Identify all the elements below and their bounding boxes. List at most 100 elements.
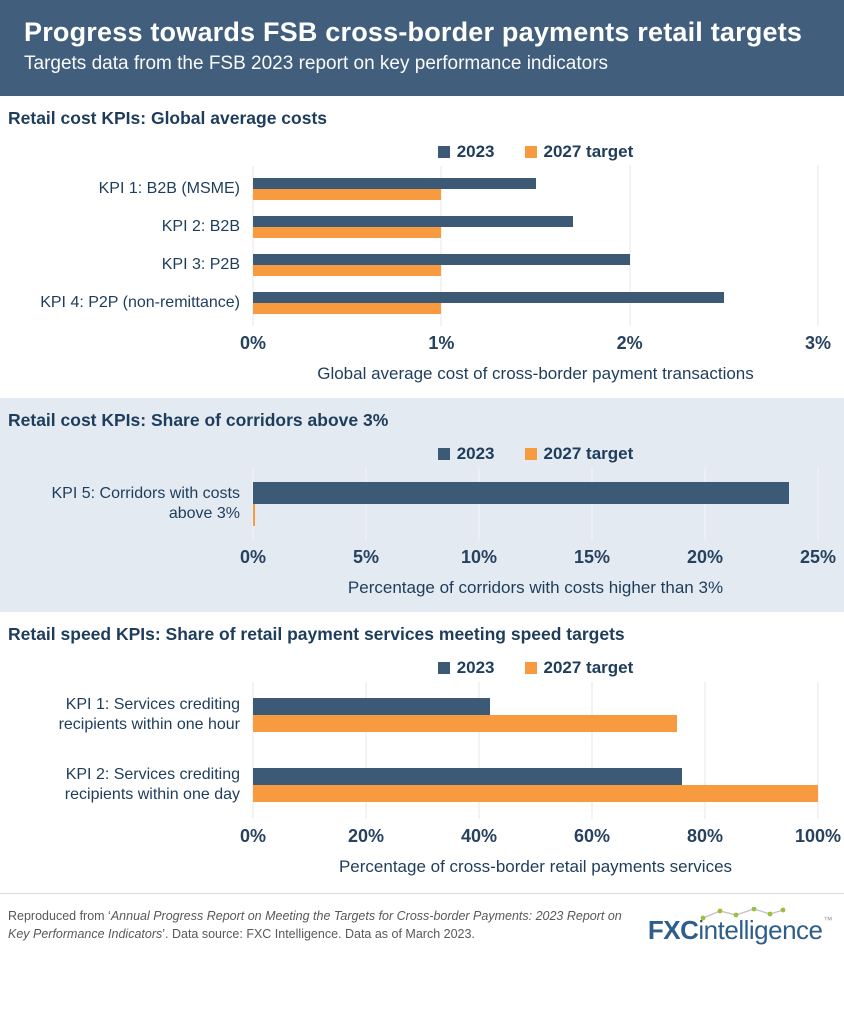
x-tick-label: 1% — [428, 333, 455, 353]
bar-2027-target — [253, 189, 442, 200]
gridline — [478, 468, 480, 540]
x-tick-label: 10% — [460, 547, 498, 567]
source-note-prefix: Reproduced from ‘ — [8, 908, 111, 923]
section-corridors-above-3pct: Retail cost KPIs: Share of corridors abo… — [0, 398, 844, 612]
bar-chart-speed: KPI 1: Services crediting recipients wit… — [8, 682, 841, 851]
infographic: Progress towards FSB cross-border paymen… — [0, 0, 844, 945]
bar-2027-target — [253, 265, 442, 276]
bar-chart-corridors: KPI 5: Corridors with costs above 3% 0% 5%… — [8, 468, 836, 572]
chart-row: KPI 4: P2P (non-remittance) — [8, 292, 818, 314]
logo-sparkline-icon — [700, 906, 786, 921]
x-tick-label: 20% — [686, 547, 724, 567]
x-axis-title: Global average cost of cross-border paym… — [317, 364, 754, 383]
chart-row: KPI 5: Corridors with costs above 3% — [8, 482, 818, 526]
bar-group — [253, 292, 818, 314]
x-axis: 0% 1% 2% 3% — [240, 326, 831, 358]
legend-item-2023: 2023 — [437, 142, 495, 162]
gridline — [629, 166, 631, 326]
x-tick-label: 40% — [460, 825, 498, 846]
x-tick-label: 5% — [352, 547, 380, 567]
chart-legend: 2023 2027 target — [253, 142, 818, 162]
x-tick-label: 0% — [239, 333, 267, 353]
section-heading: Retail speed KPIs: Share of retail payme… — [8, 624, 625, 644]
gridline — [252, 166, 254, 326]
logo-fxc: FXC — [647, 914, 699, 945]
gridline — [252, 682, 254, 819]
bar-group — [253, 768, 818, 803]
legend-swatch-2027-target — [524, 448, 537, 460]
grid-layer — [252, 682, 819, 819]
x-tick-label: 0% — [239, 825, 267, 846]
legend-swatch-2027-target — [524, 662, 537, 674]
legend-label-2027-target: 2027 target — [543, 444, 634, 463]
page-title: Progress towards FSB cross-border paymen… — [24, 17, 803, 47]
x-tick-label: 25% — [799, 547, 837, 567]
chart-row: KPI 2: B2B — [8, 216, 818, 238]
bar-2023 — [253, 216, 574, 227]
legend-label-2027-target: 2027 target — [543, 658, 634, 677]
gridline — [591, 682, 593, 819]
logo-text: FXCintelligence™ — [647, 914, 833, 945]
section-retail-speed: Retail speed KPIs: Share of retail payme… — [0, 612, 844, 891]
x-axis: 0% 20% 40% 60% 80% 100% — [240, 819, 841, 851]
page-subtitle: Targets data from the FSB 2023 report on… — [24, 53, 609, 74]
bar-2023 — [253, 482, 789, 504]
grid-layer — [252, 166, 819, 326]
chart-legend: 2023 2027 target — [253, 658, 818, 678]
bar-2027-target — [253, 785, 818, 803]
gridline — [478, 682, 480, 819]
legend-swatch-2023 — [437, 146, 450, 158]
logo-trademark: ™ — [823, 914, 833, 925]
bar-group — [253, 178, 818, 200]
category-label: KPI 2: Services crediting recipients wit… — [64, 765, 240, 804]
category-label: KPI 1: B2B (MSME) — [98, 179, 240, 197]
section-retail-cost-global: Retail cost KPIs: Global average costs 2… — [0, 96, 844, 398]
bar-group — [253, 254, 818, 276]
chart-legend: 2023 2027 target — [253, 444, 818, 464]
plot-area: KPI 1: Services crediting recipients wit… — [8, 682, 819, 819]
source-note-suffix: ’. Data source: FXC Intelligence. Data a… — [162, 927, 475, 942]
bar-chart-cost: KPI 1: B2B (MSME) KPI 2: B2B KPI 3: P2B KPI… — [8, 166, 831, 358]
bar-2023 — [253, 698, 491, 716]
chart-rows: KPI 1: Services crediting recipients wit… — [8, 695, 818, 806]
legend-swatch-2023 — [437, 448, 450, 460]
gridline — [365, 682, 367, 819]
category-label: KPI 1: Services crediting recipients wit… — [58, 696, 240, 734]
legend-label-2023: 2023 — [456, 444, 495, 463]
x-tick-label: 0% — [239, 547, 267, 567]
bar-group — [253, 216, 818, 238]
chart-rows: KPI 1: B2B (MSME) KPI 2: B2B KPI 3: P2B KPI… — [8, 178, 818, 314]
gridline — [440, 166, 442, 326]
bar-2027-target — [253, 303, 442, 314]
category-label: KPI 5: Corridors with costs above 3% — [51, 484, 241, 522]
chart-row: KPI 3: P2B — [8, 254, 818, 276]
chart-row: KPI 2: Services crediting recipients wit… — [8, 765, 818, 806]
x-axis: 0% 5% 10% 15% 20% 25% — [240, 540, 836, 572]
bar-2023 — [253, 254, 630, 265]
legend-label-2023: 2023 — [456, 142, 495, 161]
category-label: KPI 2: B2B — [161, 217, 240, 235]
source-report-title: Annual Progress Report on Meeting the Ta… — [8, 908, 622, 942]
plot-area: KPI 1: B2B (MSME) KPI 2: B2B KPI 3: P2B KPI… — [8, 166, 819, 326]
legend-swatch-2023 — [437, 662, 450, 674]
legend-swatch-2027-target — [524, 146, 537, 158]
x-tick-label: 100% — [794, 825, 842, 846]
legend-item-2027-target: 2027 target — [524, 142, 634, 162]
gridline — [817, 682, 819, 819]
x-tick-label: 15% — [573, 547, 611, 567]
legend-item-2023: 2023 — [437, 444, 495, 464]
category-label: KPI 3: P2B — [161, 255, 240, 273]
gridline — [365, 468, 367, 540]
x-tick-label: 20% — [347, 825, 385, 846]
gridline — [704, 682, 706, 819]
x-axis-title: Percentage of cross-border retail paymen… — [338, 856, 733, 876]
bar-2023 — [253, 292, 724, 303]
source-note: Reproduced from ‘Annual Progress Report … — [8, 907, 628, 945]
gridline — [817, 166, 819, 326]
section-heading: Retail cost KPIs: Share of corridors abo… — [8, 410, 389, 430]
chart-row: KPI 1: Services crediting recipients wit… — [8, 695, 818, 736]
logo-intelligence: intelligence — [698, 914, 823, 945]
gridline — [591, 468, 593, 540]
plot-area: KPI 5: Corridors with costs above 3% — [8, 468, 819, 540]
legend-label-2027-target: 2027 target — [543, 142, 634, 161]
